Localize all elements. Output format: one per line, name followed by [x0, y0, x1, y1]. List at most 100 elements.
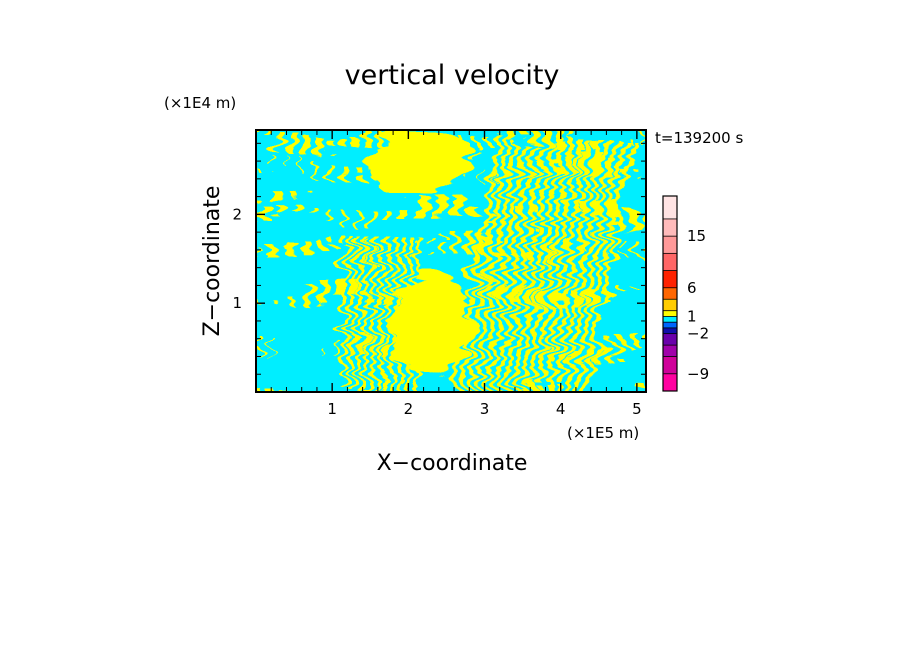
- colorbar-swatch: [663, 236, 677, 254]
- field-blob: [448, 401, 459, 415]
- field-blob: [274, 298, 278, 307]
- field-blob: [414, 393, 422, 403]
- field-blob: [650, 246, 655, 266]
- colorbar-tick-label: −2: [687, 325, 709, 343]
- positive-velocity-regions: [244, 130, 663, 416]
- field-blob: [496, 245, 504, 258]
- field-blob: [640, 130, 643, 148]
- colorbar-swatch: [663, 310, 677, 317]
- field-blob: [533, 386, 538, 392]
- field-blob: [650, 165, 653, 176]
- field-blob: [319, 280, 327, 301]
- field-blob: [482, 168, 484, 184]
- field-blob: [356, 244, 359, 258]
- field-blob: [436, 194, 446, 214]
- field-blob: [622, 170, 628, 182]
- y-multiplier-label: (×1E4 m): [164, 94, 236, 112]
- field-stripe: [502, 140, 557, 392]
- field-blob: [619, 281, 623, 293]
- field-blob: [496, 133, 502, 146]
- field-blob: [552, 155, 558, 165]
- field-stripe: [493, 140, 548, 392]
- colorbar-swatch: [663, 253, 677, 271]
- field-blob: [368, 130, 468, 194]
- colorbar-swatch: [663, 356, 677, 374]
- field-blob: [589, 283, 596, 304]
- field-stripe: [475, 140, 530, 392]
- x-multiplier-label: (×1E5 m): [567, 424, 639, 442]
- field-blob: [608, 340, 615, 359]
- field-stripe: [382, 240, 386, 392]
- field-blob: [569, 353, 574, 363]
- colorbar-swatch: [663, 333, 677, 346]
- time-label: t=139200 s: [655, 129, 743, 147]
- field-blob: [300, 234, 308, 254]
- field-blob: [635, 389, 645, 392]
- field-blob: [328, 238, 334, 248]
- field-blob: [328, 164, 332, 184]
- y-axis-label: Z−coordinate: [200, 186, 225, 337]
- field-blob: [595, 347, 601, 361]
- colorbar-tick-label: 6: [687, 279, 697, 297]
- field-blob: [532, 204, 535, 225]
- field-blob: [392, 272, 472, 372]
- field-blob: [482, 237, 490, 256]
- colorbar-frame: [662, 195, 678, 392]
- field-blob: [440, 238, 444, 250]
- field-blob: [257, 340, 260, 360]
- field-blob: [634, 284, 637, 293]
- colorbar-swatch: [663, 322, 677, 328]
- field-blob: [647, 336, 651, 348]
- field-blob: [567, 393, 571, 413]
- field-blob: [295, 395, 303, 415]
- field-blob: [612, 203, 621, 223]
- y-tick-label: 1: [232, 294, 242, 312]
- field-stripe: [448, 140, 503, 392]
- field-blob: [499, 280, 505, 300]
- field-blob: [256, 130, 260, 137]
- field-blob: [628, 135, 631, 150]
- field-stripe: [350, 240, 354, 392]
- field-blob: [543, 343, 546, 362]
- field-blob: [621, 335, 627, 355]
- field-blob: [364, 130, 371, 146]
- field-blob: [556, 130, 563, 147]
- colorbar-swatch: [663, 345, 677, 357]
- field-blob: [484, 135, 489, 153]
- colorbar: −9 −21 6 15: [662, 195, 709, 392]
- field-blob: [259, 296, 262, 309]
- field-blob: [516, 210, 520, 228]
- field-blob: [618, 399, 626, 409]
- field-blob: [328, 143, 336, 152]
- field-stripe: [390, 240, 394, 392]
- field-blob: [304, 287, 311, 304]
- colorbar-swatch: [663, 373, 677, 391]
- field-blob: [268, 130, 272, 142]
- field-blob: [652, 383, 663, 403]
- field-blob: [520, 130, 528, 137]
- x-tick-label: 1: [327, 400, 337, 418]
- x-tick-label: 2: [404, 400, 414, 418]
- field-blob: [465, 397, 476, 416]
- field-stripe: [547, 140, 602, 392]
- field-blob: [404, 206, 412, 215]
- field-blob: [649, 288, 651, 298]
- field-stripe: [583, 140, 638, 392]
- field-stripe: [366, 240, 370, 392]
- field-blob: [244, 157, 247, 175]
- field-blob: [244, 254, 249, 262]
- field-blob: [452, 197, 462, 216]
- field-blob: [308, 201, 313, 210]
- field-stripe: [565, 140, 620, 392]
- field-blob: [472, 136, 476, 157]
- field-blob: [532, 130, 540, 138]
- contour-field: [244, 130, 663, 416]
- field-blob: [388, 211, 395, 221]
- field-blob: [280, 130, 285, 148]
- field-blob: [244, 289, 246, 307]
- field-blob: [454, 234, 460, 251]
- field-blob: [564, 199, 568, 210]
- field-stripe: [556, 140, 611, 392]
- field-blob: [484, 212, 492, 221]
